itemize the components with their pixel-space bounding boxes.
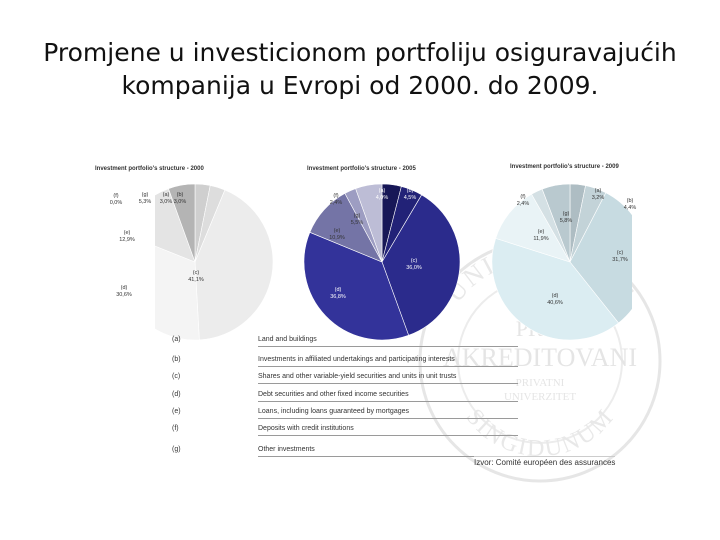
slice-value-label: 2,4% [330, 200, 343, 206]
slice-value-label: 4,0% [376, 195, 389, 201]
slice-key-label: (c) [193, 270, 200, 276]
legend-key: (a) [172, 336, 181, 343]
legend-underline [258, 456, 518, 457]
pie-slices [303, 183, 461, 341]
pie-slice-c [381, 194, 461, 336]
legend-label: Debt securities and other fixed income s… [258, 391, 409, 398]
slice-value-label: 2,4% [517, 201, 530, 207]
legend-underline [258, 383, 518, 384]
legend-underline [258, 366, 518, 367]
legend-label: Land and buildings [258, 336, 317, 343]
slice-key-label: (b) [627, 198, 634, 204]
slice-value-label: 40,6% [547, 300, 563, 306]
slice-value-label: 5,5% [351, 220, 364, 226]
slice-value-label: 0,0% [110, 200, 123, 206]
pie-slice-g [168, 183, 196, 263]
pie-chart-2: Investment portfolio's structure - 2005 (… [303, 166, 461, 341]
legend-key: (e) [172, 408, 181, 415]
pie-title: Investment portfolio's structure - 2005 [307, 166, 416, 172]
slice-key-label: (e) [334, 228, 341, 234]
slice-value-label: 30,6% [116, 292, 132, 298]
slice-value-label: 4,4% [624, 205, 637, 211]
slice-key-label: (b) [407, 188, 414, 194]
pie-slice-e [155, 188, 196, 263]
legend-label: Investments in affiliated undertakings a… [258, 356, 455, 363]
slice-key-label: (g) [354, 213, 361, 219]
slice-value-label: 36,8% [330, 294, 346, 300]
slice-value-label: 31,7% [612, 257, 628, 263]
slice-value-label: 3,0% [174, 199, 187, 205]
pie-title: Investment portfolio's structure - 2000 [95, 166, 204, 172]
source-note: Izvor: Comité européen des assurances [474, 456, 616, 467]
slice-key-label: (b) [177, 192, 184, 198]
slice-key-label: (f) [520, 194, 525, 200]
slide-title: Promjene u investicionom portfoliju osig… [40, 36, 680, 102]
slice-value-label: 3,0% [160, 199, 173, 205]
legend-label: Shares and other variable-yield securiti… [258, 373, 457, 380]
slide-title-line-2: kompanija u Evropi od 2000. do 2009. [121, 71, 599, 100]
slice-key-label: (c) [411, 258, 418, 264]
slice-key-label: (g) [142, 192, 149, 198]
slice-key-label: (d) [121, 285, 128, 291]
pie-slice-d [303, 231, 410, 341]
legend-underline [258, 435, 518, 436]
pie-slice-g [355, 183, 383, 263]
slice-key-label: (g) [563, 211, 570, 217]
slice-value-label: 4,5% [404, 195, 417, 201]
legend-key: (g) [172, 446, 181, 453]
legend-underline [258, 401, 518, 402]
legend-key: (f) [172, 425, 179, 432]
legend-key: (c) [172, 373, 181, 380]
slice-key-label: (d) [335, 287, 342, 293]
slice-key-label: (a) [163, 192, 170, 198]
slice-key-label: (a) [595, 188, 602, 194]
pie-slices [155, 183, 274, 341]
pie-slice-c [569, 192, 632, 324]
legend-key: (b) [172, 356, 181, 363]
slice-value-label: 12,9% [119, 237, 135, 243]
slice-value-label: 36,0% [406, 265, 422, 271]
pie-chart-1: Investment portfolio's structure - 2000 (… [95, 166, 274, 341]
pie-slices [491, 183, 632, 341]
legend-label: Other investments [258, 446, 315, 453]
pie-slice-g [541, 183, 571, 263]
pie-title: Investment portfolio's structure - 2009 [510, 164, 619, 170]
legend-label: Deposits with credit institutions [258, 425, 354, 432]
legend-label: Loans, including loans guaranteed by mor… [258, 408, 409, 415]
legend-underline [258, 418, 518, 419]
slice-value-label: 3,2% [592, 195, 605, 201]
slice-key-label: (e) [538, 229, 545, 235]
slice-value-label: 5,8% [560, 218, 573, 224]
legend-underline [258, 346, 518, 347]
slice-value-label: 10,9% [329, 235, 345, 241]
pie-slice-d [491, 237, 620, 341]
slice-value-label: 41,1% [188, 277, 204, 283]
slide-title-line-1: Promjene u investicionom portfoliju osig… [43, 38, 677, 67]
legend-key: (d) [172, 391, 181, 398]
slice-key-label: (a) [379, 188, 386, 194]
slice-key-label: (c) [617, 250, 624, 256]
slice-value-label: 5,3% [139, 199, 152, 205]
pie-chart-3: Investment portfolio's structure - 2009 (… [491, 164, 637, 341]
pie-slice-d [155, 245, 200, 341]
slice-key-label: (f) [333, 193, 338, 199]
slice-key-label: (e) [124, 230, 131, 236]
slice-key-label: (d) [552, 293, 559, 299]
slice-key-label: (f) [113, 193, 118, 199]
pie-slice-c [194, 189, 274, 341]
slice-value-label: 11,9% [533, 236, 548, 242]
